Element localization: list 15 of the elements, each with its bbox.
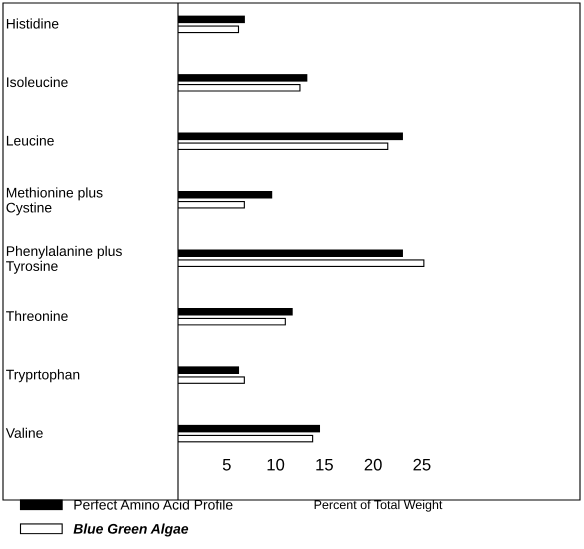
- y-tick-label: Histidine: [6, 18, 58, 29]
- x-tick-label: 10: [268, 458, 284, 471]
- x-axis-title: Percent of Total Weight: [314, 500, 442, 512]
- x-tick-label: 15: [316, 458, 333, 471]
- y-tick-label: Threonine: [6, 310, 68, 321]
- x-tick-label: 20: [364, 458, 382, 471]
- y-tick-label: Valine: [6, 428, 43, 438]
- y-tick-label: Tryprtophan: [6, 369, 80, 382]
- y-tick-label: Leucine: [6, 135, 54, 146]
- y-tick-label: Isoleucine: [7, 76, 68, 88]
- y-tick-label: Phenylalanine plus Tyrosine: [6, 246, 122, 274]
- y-tick-label: Methionine plus Cystine: [6, 187, 103, 216]
- x-tick-label: 25: [413, 458, 430, 471]
- legend-label: Blue Green Algae: [74, 524, 188, 536]
- x-tick-label: 5: [222, 458, 231, 471]
